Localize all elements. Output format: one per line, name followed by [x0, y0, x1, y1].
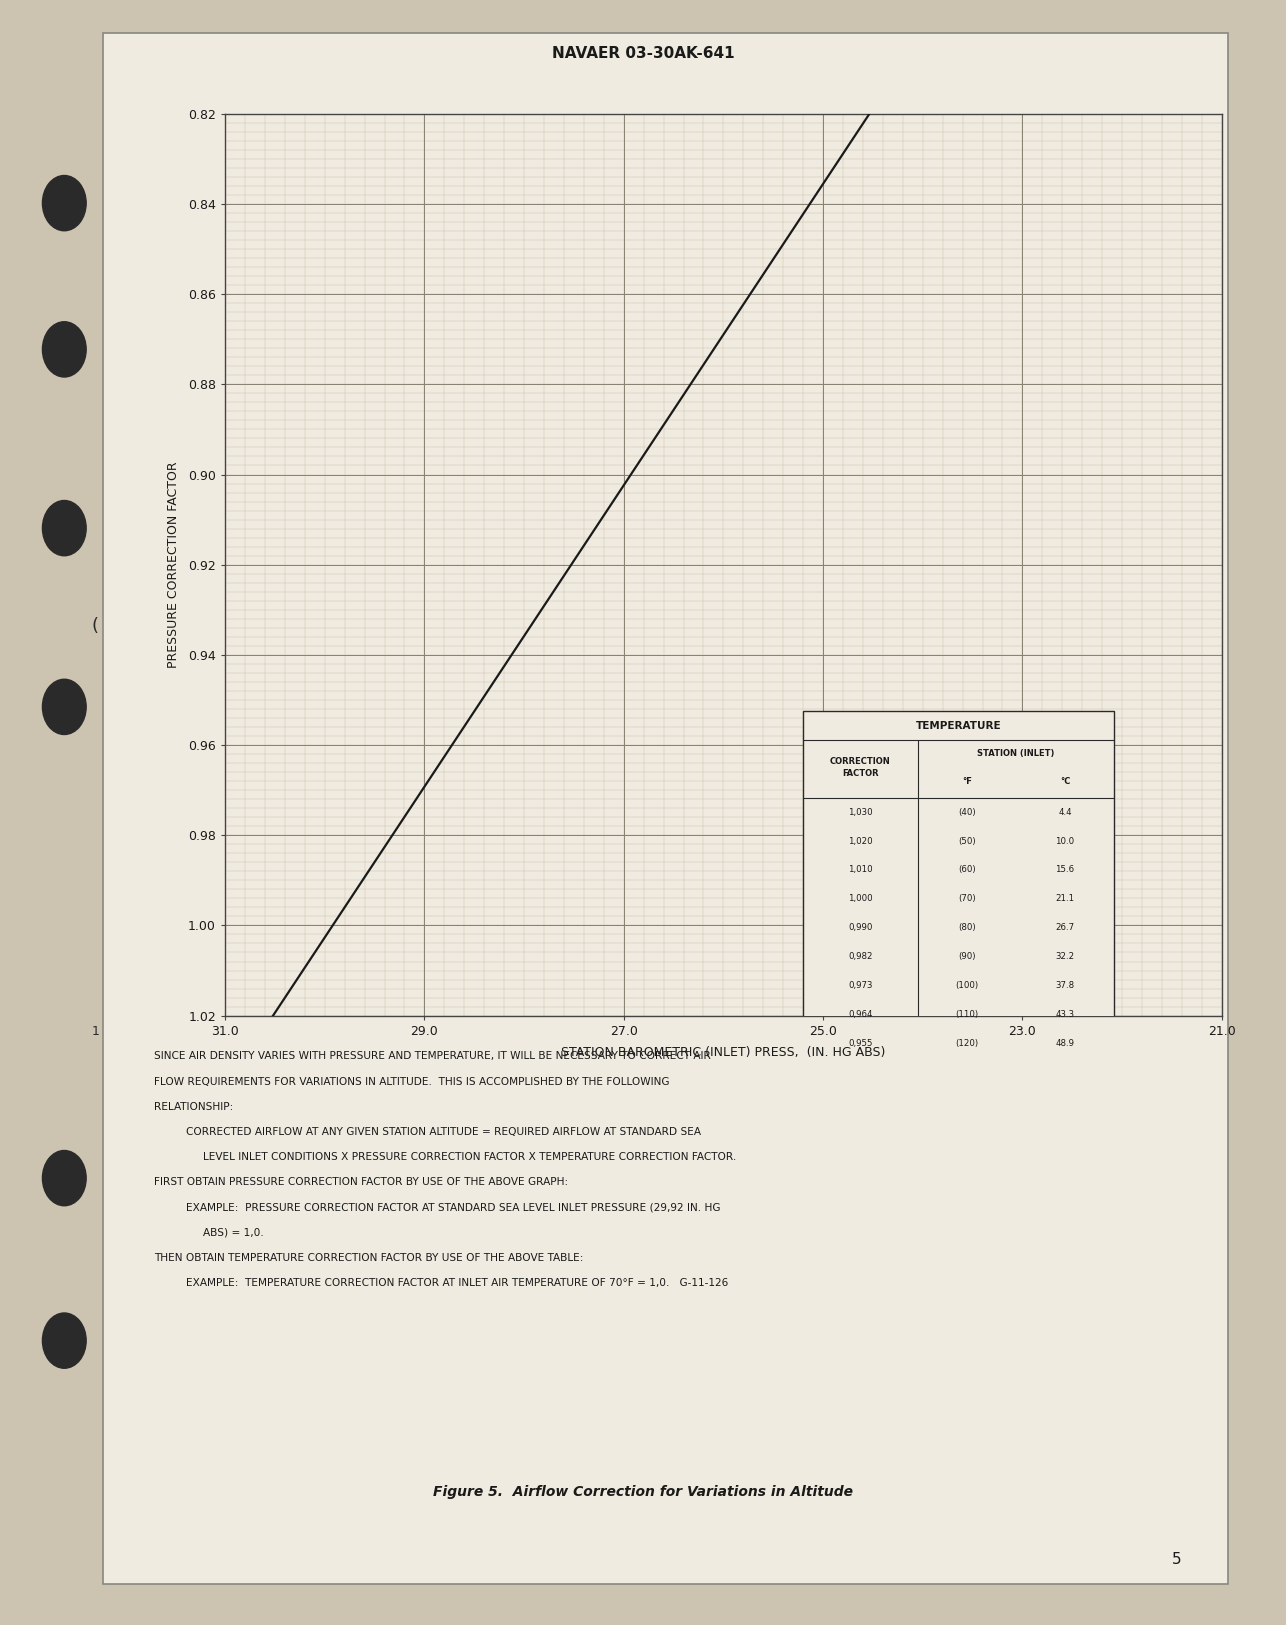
- Text: EXAMPLE:  PRESSURE CORRECTION FACTOR AT STANDARD SEA LEVEL INLET PRESSURE (29,92: EXAMPLE: PRESSURE CORRECTION FACTOR AT S…: [186, 1202, 721, 1212]
- Bar: [802, 712, 1114, 1058]
- Text: FLOW REQUIREMENTS FOR VARIATIONS IN ALTITUDE.  THIS IS ACCOMPLISHED BY THE FOLLO: FLOW REQUIREMENTS FOR VARIATIONS IN ALTI…: [154, 1076, 670, 1087]
- Text: 15.6: 15.6: [1056, 866, 1075, 874]
- Text: 1,010: 1,010: [847, 866, 873, 874]
- Circle shape: [42, 322, 86, 377]
- Circle shape: [42, 176, 86, 231]
- Text: LEVEL INLET CONDITIONS X PRESSURE CORRECTION FACTOR X TEMPERATURE CORRECTION FAC: LEVEL INLET CONDITIONS X PRESSURE CORREC…: [203, 1152, 737, 1162]
- Text: 1: 1: [91, 1025, 99, 1038]
- Text: RELATIONSHIP:: RELATIONSHIP:: [154, 1102, 234, 1112]
- Text: STATION (INLET): STATION (INLET): [977, 749, 1055, 757]
- Text: 37.8: 37.8: [1056, 982, 1075, 990]
- Text: 21.1: 21.1: [1056, 894, 1075, 904]
- Text: °C: °C: [1060, 777, 1070, 786]
- Text: 0,964: 0,964: [849, 1009, 873, 1019]
- Text: (120): (120): [955, 1038, 979, 1048]
- Text: ABS) = 1,0.: ABS) = 1,0.: [203, 1228, 264, 1238]
- Circle shape: [42, 679, 86, 734]
- Text: 32.2: 32.2: [1056, 952, 1075, 960]
- Y-axis label: PRESSURE CORRECTION FACTOR: PRESSURE CORRECTION FACTOR: [167, 461, 180, 668]
- Text: (70): (70): [958, 894, 976, 904]
- Text: CORRECTED AIRFLOW AT ANY GIVEN STATION ALTITUDE = REQUIRED AIRFLOW AT STANDARD S: CORRECTED AIRFLOW AT ANY GIVEN STATION A…: [186, 1128, 701, 1138]
- X-axis label: STATION BAROMETRIC (INLET) PRESS,  (IN. HG ABS): STATION BAROMETRIC (INLET) PRESS, (IN. H…: [561, 1046, 886, 1060]
- Text: 10.0: 10.0: [1056, 837, 1075, 845]
- Text: °F: °F: [962, 777, 972, 786]
- Text: 0,990: 0,990: [849, 923, 873, 933]
- Text: (40): (40): [958, 808, 976, 817]
- Text: (60): (60): [958, 866, 976, 874]
- Text: 0,955: 0,955: [849, 1038, 873, 1048]
- Text: 1,000: 1,000: [847, 894, 873, 904]
- Bar: [103, 32, 1228, 1584]
- Text: 1,020: 1,020: [847, 837, 873, 845]
- Circle shape: [42, 1313, 86, 1368]
- Text: 4.4: 4.4: [1058, 808, 1071, 817]
- Text: (: (: [91, 616, 99, 635]
- Text: SINCE AIR DENSITY VARIES WITH PRESSURE AND TEMPERATURE, IT WILL BE NECESSARY TO : SINCE AIR DENSITY VARIES WITH PRESSURE A…: [154, 1051, 711, 1061]
- Circle shape: [42, 1150, 86, 1206]
- Text: 5: 5: [1172, 1552, 1182, 1568]
- Text: (50): (50): [958, 837, 976, 845]
- Text: TEMPERATURE: TEMPERATURE: [916, 720, 1002, 731]
- Text: CORRECTION
FACTOR: CORRECTION FACTOR: [829, 757, 891, 778]
- Text: (100): (100): [955, 982, 979, 990]
- Text: EXAMPLE:  TEMPERATURE CORRECTION FACTOR AT INLET AIR TEMPERATURE OF 70°F = 1,0. : EXAMPLE: TEMPERATURE CORRECTION FACTOR A…: [186, 1279, 729, 1289]
- Text: NAVAER 03-30AK-641: NAVAER 03-30AK-641: [552, 46, 734, 62]
- Text: THEN OBTAIN TEMPERATURE CORRECTION FACTOR BY USE OF THE ABOVE TABLE:: THEN OBTAIN TEMPERATURE CORRECTION FACTO…: [154, 1253, 584, 1263]
- Text: 26.7: 26.7: [1056, 923, 1075, 933]
- Text: Figure 5.  Airflow Correction for Variations in Altitude: Figure 5. Airflow Correction for Variati…: [433, 1485, 853, 1498]
- Text: FIRST OBTAIN PRESSURE CORRECTION FACTOR BY USE OF THE ABOVE GRAPH:: FIRST OBTAIN PRESSURE CORRECTION FACTOR …: [154, 1178, 568, 1188]
- Circle shape: [42, 500, 86, 556]
- Text: (110): (110): [955, 1009, 979, 1019]
- Text: 0,982: 0,982: [849, 952, 873, 960]
- Text: 48.9: 48.9: [1056, 1038, 1075, 1048]
- Text: (90): (90): [958, 952, 976, 960]
- Text: 0,973: 0,973: [849, 982, 873, 990]
- Text: (80): (80): [958, 923, 976, 933]
- Text: 1,030: 1,030: [847, 808, 873, 817]
- Text: 43.3: 43.3: [1056, 1009, 1075, 1019]
